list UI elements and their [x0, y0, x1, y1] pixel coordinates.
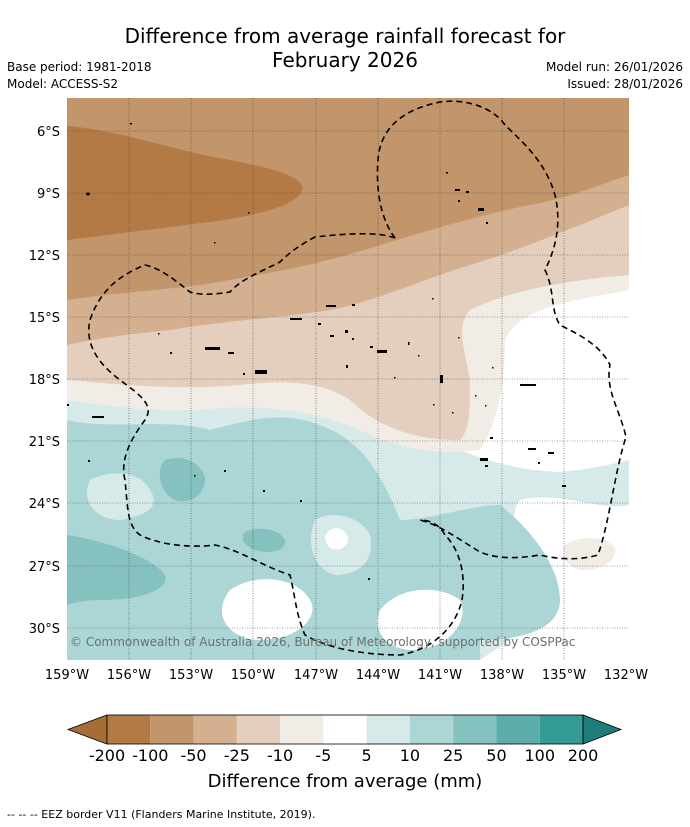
colorbar-extend-low	[66, 714, 108, 745]
colorbar-segment	[539, 715, 583, 744]
colorbar-label: Difference from average (mm)	[207, 771, 483, 792]
lon-label: 144°W	[356, 668, 400, 683]
teal-dark-spot	[242, 528, 286, 552]
model-run: Model run: 26/01/2026	[545, 60, 683, 74]
map-title: Difference from average rainfall forecas…	[0, 24, 690, 72]
eez-border-french-polynesia	[376, 100, 627, 560]
colorbar-segment	[150, 715, 194, 744]
lon-label: 147°W	[294, 668, 338, 683]
lat-label: 21°S	[29, 435, 60, 450]
eez-legend-note: -- -- -- EEZ border V11 (Flanders Marine…	[7, 808, 316, 821]
model-name: Model: ACCESS-S2	[7, 77, 119, 91]
colorbar-segment	[366, 715, 410, 744]
colorbar-tick-label: -25	[224, 746, 250, 765]
colorbar-tick-label: 50	[486, 746, 506, 765]
gridlines	[67, 98, 629, 660]
lat-label: 12°S	[29, 249, 60, 264]
colorbar-segment	[193, 715, 237, 744]
teal-dark-west	[67, 535, 166, 605]
colorbar-tick-label: -5	[315, 746, 331, 765]
colorbar-tick-label: -200	[89, 746, 125, 765]
lon-label: 150°W	[231, 668, 275, 683]
lon-label: 135°W	[542, 668, 586, 683]
lon-label: 159°W	[45, 668, 89, 683]
meta-right: Model run: 26/01/2026 Issued: 28/01/2026	[546, 59, 683, 93]
colorbar-segment	[409, 715, 454, 744]
meta-left: Base period: 1981-2018 Model: ACCESS-S2	[7, 59, 152, 93]
white-hole-2	[221, 579, 313, 640]
lon-label: 141°W	[418, 668, 462, 683]
issued-date: Issued: 28/01/2026	[567, 77, 683, 91]
lat-label: 18°S	[29, 373, 60, 388]
base-period: Base period: 1981-2018	[7, 60, 152, 74]
white-patch-center	[325, 528, 348, 550]
colorbar-segment	[236, 715, 281, 744]
colorbar-segment	[107, 715, 151, 744]
colorbar-tick-label: 200	[568, 746, 599, 765]
eez-border-cook-islands	[87, 232, 464, 656]
colorbar-ticks: -200 -100 -50 -25 -10 -5 5 10 25 50 100 200	[89, 746, 598, 765]
colorbar-segment	[496, 715, 540, 744]
colorbar-tick-label: 100	[524, 746, 555, 765]
white-hole-1	[86, 473, 154, 520]
colorbar-segment	[323, 715, 367, 744]
colorbar-tick-label: 25	[443, 746, 463, 765]
colorbar-segments	[66, 714, 623, 745]
lon-label: 138°W	[480, 668, 524, 683]
dry-spot-southeast	[563, 537, 616, 571]
colorbar-tick-label: -100	[132, 746, 168, 765]
lat-label: 9°S	[37, 187, 60, 202]
lat-label: 30°S	[29, 622, 60, 637]
copyright-text: © Commonwealth of Australia 2026, Bureau…	[70, 635, 575, 649]
brown-region-darkest	[67, 126, 303, 240]
lon-labels: 159°W 156°W 153°W 150°W 147°W 144°W 141°…	[45, 668, 648, 683]
lat-labels: 6°S 9°S 12°S 15°S 18°S 21°S 24°S 27°S 30…	[29, 125, 60, 637]
lat-label: 15°S	[29, 311, 60, 326]
colorbar-segment	[453, 715, 497, 744]
lat-label: 6°S	[37, 125, 60, 140]
lat-label: 24°S	[29, 497, 60, 512]
lon-label: 153°W	[169, 668, 213, 683]
title-line-2: February 2026	[272, 48, 418, 72]
eez-borders	[87, 100, 627, 656]
brown-region-dark	[67, 98, 629, 300]
colorbar-tick-label: -50	[180, 746, 206, 765]
teal-dark-spot-2	[159, 458, 205, 502]
lat-label: 27°S	[29, 560, 60, 575]
colorbar-segment	[280, 715, 324, 744]
title-line-1: Difference from average rainfall forecas…	[124, 24, 566, 48]
white-hole-3	[377, 589, 463, 650]
map-fill-layers	[67, 98, 629, 660]
colorbar-tick-label: 10	[400, 746, 420, 765]
colorbar-tick-label: 5	[362, 746, 372, 765]
colorbar-outline	[106, 714, 584, 745]
lon-label: 156°W	[107, 668, 151, 683]
lon-label: 132°W	[604, 668, 648, 683]
colorbar-extend-high	[582, 714, 623, 745]
rainfall-map: © Commonwealth of Australia 2026, Bureau…	[29, 98, 648, 683]
colorbar-tick-label: -10	[267, 746, 293, 765]
islands	[67, 123, 566, 580]
